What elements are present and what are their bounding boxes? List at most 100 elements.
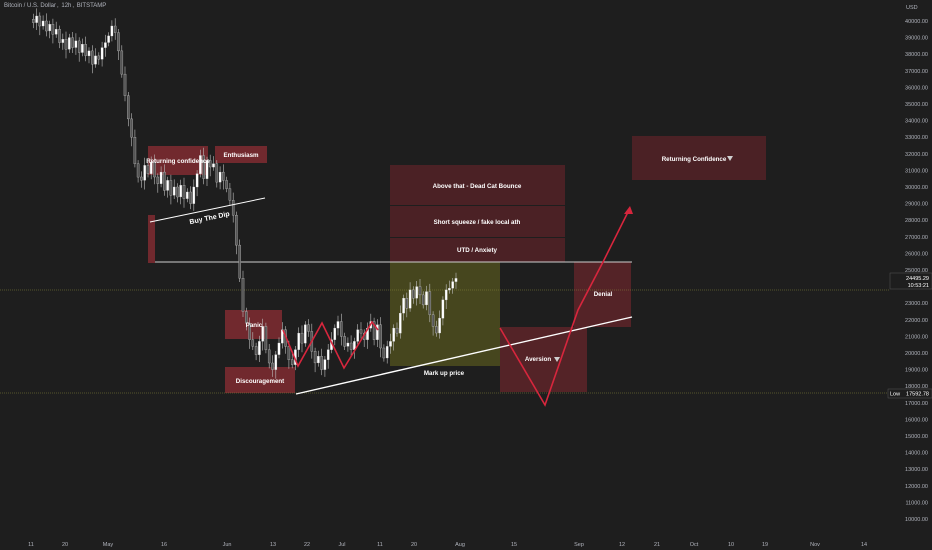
candle-body xyxy=(192,186,196,204)
candle-body xyxy=(97,55,101,60)
low-price-tag xyxy=(887,388,932,399)
x-tick-label: 19 xyxy=(762,542,768,548)
candle-body xyxy=(32,19,35,23)
candle-body xyxy=(104,42,107,48)
candle-body xyxy=(287,346,291,360)
candle-body xyxy=(140,176,143,181)
candle-body xyxy=(385,346,389,359)
red-zigzag-path xyxy=(282,320,379,370)
zone-short-squeeze xyxy=(390,206,565,237)
y-tick-label: 38000.00 xyxy=(905,52,928,58)
x-tick-label: 21 xyxy=(654,542,660,548)
interval-label: 12h xyxy=(61,3,72,9)
time-axis[interactable]: 11 20 May 16 Jun 13 22 Jul 11 20 Aug 15 Sep 12 21 Oct 10… xyxy=(28,542,867,548)
zone-discouragement xyxy=(225,367,295,393)
y-tick-label: 25000.00 xyxy=(905,268,928,274)
candle-body xyxy=(238,244,241,279)
label-aversion: Aversion xyxy=(525,356,551,363)
label-utd-anxiety: UTD / Anxiety xyxy=(457,247,498,254)
symbol-name: Bitcoin / U.S. Dollar xyxy=(4,3,57,9)
candle-body xyxy=(195,173,199,188)
x-tick-label: 15 xyxy=(511,542,517,548)
y-tick-label: 34000.00 xyxy=(905,119,928,125)
candle-body xyxy=(74,40,78,48)
candle-body xyxy=(133,137,137,164)
candle-body xyxy=(136,163,140,178)
y-tick-label: 17000.00 xyxy=(905,401,928,407)
candle-body xyxy=(100,47,104,60)
candle-body xyxy=(431,314,435,327)
y-tick-label: 33000.00 xyxy=(905,135,928,141)
candle-body xyxy=(176,186,179,198)
candle-body xyxy=(205,160,209,179)
header-separator: , xyxy=(72,3,75,9)
candle-body xyxy=(372,321,376,340)
candle-body xyxy=(199,155,202,174)
y-tick-label: 27000.00 xyxy=(905,235,928,241)
candle-body xyxy=(87,50,91,57)
candle-body xyxy=(441,299,445,319)
candle-body xyxy=(166,180,169,191)
candle-body xyxy=(218,171,222,183)
x-tick-label: 11 xyxy=(28,542,34,548)
label-returning-confidence-right: Returning Confidence xyxy=(662,156,727,163)
candle-body xyxy=(51,24,55,35)
label-dead-cat-bounce: Above that - Dead Cat Bounce xyxy=(433,183,522,190)
x-tick-label: 11 xyxy=(377,542,383,548)
label-discouragement: Discouragement xyxy=(236,378,284,385)
candle-body xyxy=(405,298,409,309)
candle-body xyxy=(392,327,395,342)
y-tick-label: 28000.00 xyxy=(905,218,928,224)
candle-body xyxy=(451,281,454,289)
x-tick-label: 16 xyxy=(161,542,167,548)
candle-body xyxy=(326,349,330,360)
zone-dead-cat-bounce xyxy=(390,165,565,205)
candle-body xyxy=(58,29,61,43)
candle-body xyxy=(412,289,415,299)
x-tick-label: Aug xyxy=(455,542,465,548)
zone-denial xyxy=(574,262,631,327)
candle-body xyxy=(399,313,402,334)
candle-body xyxy=(425,291,428,306)
candle-body xyxy=(317,356,320,364)
candle-body xyxy=(186,191,189,199)
candle-body xyxy=(64,39,68,50)
low-label: Low xyxy=(890,392,900,398)
candle-body xyxy=(333,327,337,340)
zone-returning-confidence-right xyxy=(632,136,766,180)
candle-body xyxy=(41,20,45,27)
price-axis[interactable]: 40000.00 39000.00 38000.00 37000.00 36000.00… xyxy=(905,19,928,523)
candle-body xyxy=(254,346,258,355)
candle-body xyxy=(320,356,323,370)
zone-olive xyxy=(390,262,500,366)
candle-body xyxy=(202,155,205,179)
projection-arrow-path xyxy=(499,207,631,407)
y-tick-label: 30000.00 xyxy=(905,185,928,191)
y-tick-label: 26000.00 xyxy=(905,251,928,257)
mark-up-trendline xyxy=(295,316,633,395)
label-enthusiasm: Enthusiasm xyxy=(223,152,259,159)
y-tick-label: 13000.00 xyxy=(905,467,928,473)
y-tick-label: 40000.00 xyxy=(905,19,928,25)
candle-body xyxy=(421,294,425,306)
candle-body xyxy=(212,163,215,168)
candle-body xyxy=(182,185,186,199)
candle-body xyxy=(415,286,418,299)
candle-body xyxy=(143,165,146,181)
x-tick-label: Oct xyxy=(690,542,699,548)
x-tick-label: Jun xyxy=(223,542,232,548)
y-tick-label: 29000.00 xyxy=(905,202,928,208)
candle-body xyxy=(382,347,386,359)
candle-body xyxy=(81,44,84,53)
candle-body xyxy=(123,73,127,96)
chevron-down-icon xyxy=(554,357,560,362)
y-tick-label: 11000.00 xyxy=(905,500,928,506)
candle-body xyxy=(94,55,97,65)
candle-body xyxy=(290,359,294,365)
y-tick-label: 12000.00 xyxy=(905,484,928,490)
candle-body xyxy=(418,286,422,296)
label-panic: Panic xyxy=(246,322,263,329)
candle-body xyxy=(408,289,412,309)
x-tick-label: 10 xyxy=(728,542,734,548)
